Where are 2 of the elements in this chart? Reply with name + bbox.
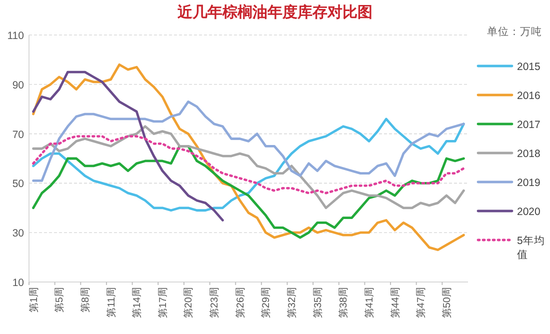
ylabel: 单位：万吨: [487, 26, 542, 38]
title: 近几年棕榈油年度库存对比图: [178, 4, 372, 21]
